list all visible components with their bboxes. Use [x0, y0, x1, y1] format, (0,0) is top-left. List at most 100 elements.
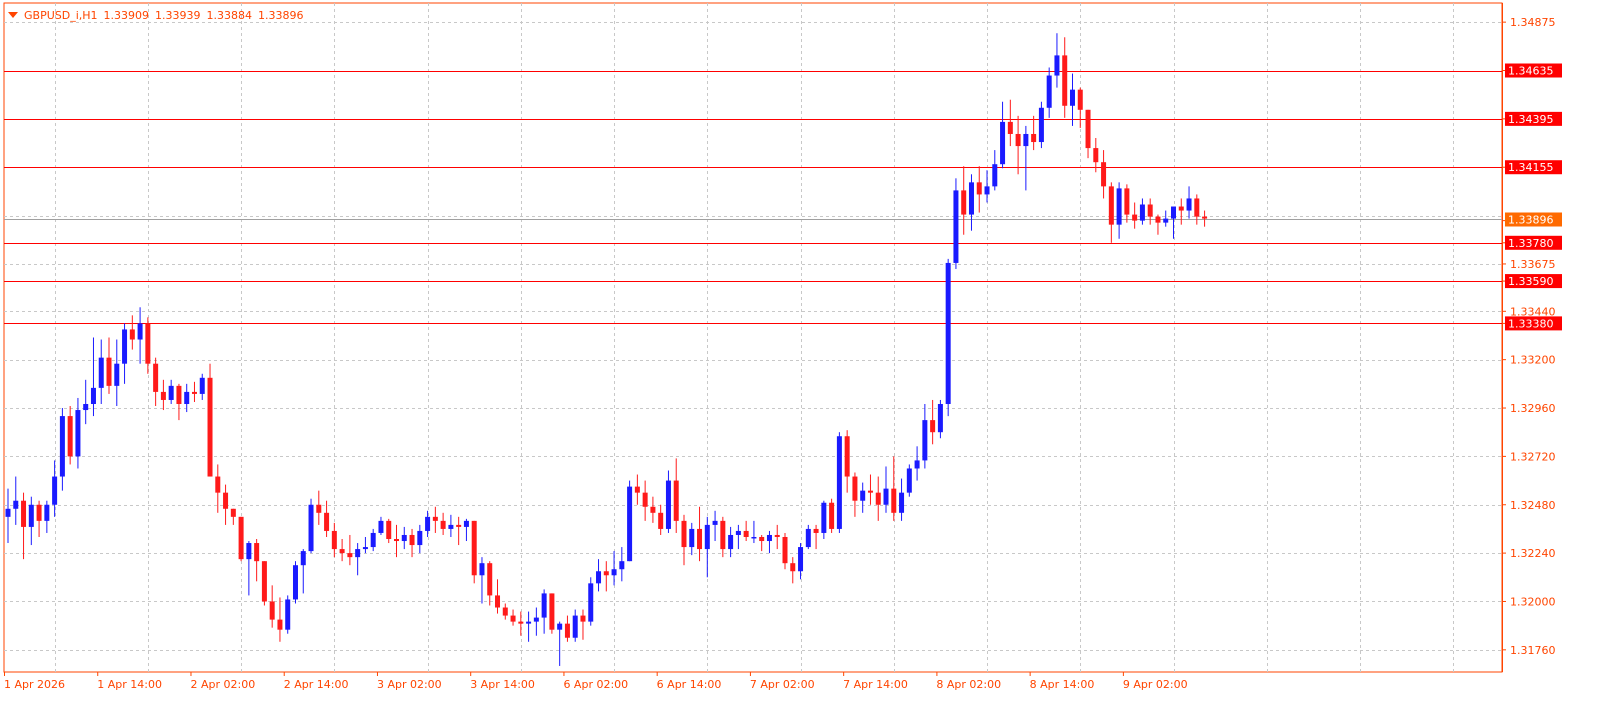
candle: [533, 607, 539, 636]
candle-body: [261, 561, 267, 602]
candle-body: [759, 536, 765, 542]
candle-body: [425, 516, 431, 531]
candle-body: [1093, 148, 1099, 163]
candle-body: [619, 561, 625, 570]
candle-body: [1194, 198, 1200, 217]
candle: [1194, 194, 1200, 225]
candle: [836, 432, 842, 533]
price-tick-label: 1.32000: [1510, 595, 1556, 608]
candle-body: [59, 416, 65, 477]
time-tick-label: 7 Apr 14:00: [843, 678, 908, 691]
candle-body: [176, 385, 182, 404]
candle-body: [1139, 204, 1145, 221]
candle-body: [339, 549, 345, 554]
candle-body: [347, 553, 353, 558]
candle-body: [844, 436, 850, 477]
candle-body: [1007, 121, 1013, 134]
candle: [59, 408, 65, 491]
candle-body: [510, 615, 516, 622]
candle: [914, 446, 920, 481]
candle: [1031, 115, 1037, 151]
candle: [1069, 73, 1075, 126]
candle: [1000, 101, 1006, 169]
candle: [829, 498, 835, 533]
candle-body: [254, 543, 260, 562]
candle-body: [44, 504, 50, 521]
candle: [230, 508, 236, 525]
candle-body: [1186, 198, 1192, 211]
candle-body: [914, 460, 920, 469]
price-line-label-bg: [1505, 316, 1562, 331]
time-tick-label: 1 Apr 2026: [4, 678, 65, 691]
candle-body: [1054, 55, 1060, 76]
candle: [1171, 206, 1176, 239]
candle-body: [401, 534, 407, 542]
candle-body: [90, 387, 96, 404]
candle-body: [1178, 206, 1184, 211]
candle: [673, 458, 679, 533]
candle: [961, 166, 967, 235]
candle-body: [580, 615, 586, 622]
current-price-label: 1.33896: [1508, 214, 1554, 227]
candle: [1116, 182, 1122, 239]
candle: [269, 585, 275, 628]
candle: [526, 611, 532, 642]
candle-body: [681, 520, 687, 548]
candle: [1062, 37, 1068, 118]
candle-body: [1108, 186, 1114, 225]
candle: [704, 516, 710, 578]
candle: [1108, 182, 1114, 243]
candle-body: [463, 520, 469, 527]
candle: [67, 406, 73, 465]
candle-body: [906, 468, 912, 493]
candle-body: [634, 486, 640, 493]
current-price-label-bg: [1505, 212, 1562, 227]
candle-body: [891, 488, 897, 513]
candle-body: [937, 403, 943, 433]
time-tick-label: 6 Apr 14:00: [657, 678, 722, 691]
candle-body: [230, 508, 236, 517]
price-line-label-bg: [1505, 63, 1562, 78]
candle: [339, 539, 345, 562]
candle: [355, 543, 361, 576]
candle: [1186, 186, 1192, 219]
candle: [572, 609, 578, 642]
candle: [1085, 109, 1091, 159]
candle: [394, 524, 399, 558]
candle-body: [603, 571, 609, 576]
candle: [735, 524, 741, 550]
candle: [596, 559, 602, 592]
candle-body: [611, 569, 617, 576]
candle: [642, 480, 648, 521]
candle: [114, 339, 120, 407]
candle: [1007, 99, 1013, 147]
candle-body: [168, 385, 174, 400]
candle: [153, 357, 159, 407]
candle: [316, 490, 322, 525]
candle: [199, 373, 205, 400]
candle-body: [774, 534, 780, 537]
candle: [992, 150, 998, 191]
price-tick-label: 1.32240: [1510, 547, 1556, 560]
price-tick-label: 1.32960: [1510, 402, 1556, 415]
candle-body: [67, 416, 73, 457]
candle-body: [215, 476, 221, 493]
candle: [378, 516, 384, 535]
candle: [557, 621, 563, 666]
candle: [518, 611, 524, 636]
candle-body: [207, 377, 213, 477]
candle-body: [417, 530, 423, 546]
candle-body: [697, 528, 703, 550]
candle: [44, 500, 50, 533]
price-tick-label: 1.34875: [1510, 16, 1556, 29]
candle-body: [720, 520, 726, 550]
candle: [386, 518, 392, 544]
candle: [1038, 101, 1044, 149]
candle: [603, 561, 609, 592]
candle-body: [1000, 121, 1006, 165]
time-tick-label: 9 Apr 02:00: [1123, 678, 1188, 691]
candle: [495, 579, 501, 614]
candle: [456, 516, 462, 546]
candle-body: [1155, 216, 1161, 223]
